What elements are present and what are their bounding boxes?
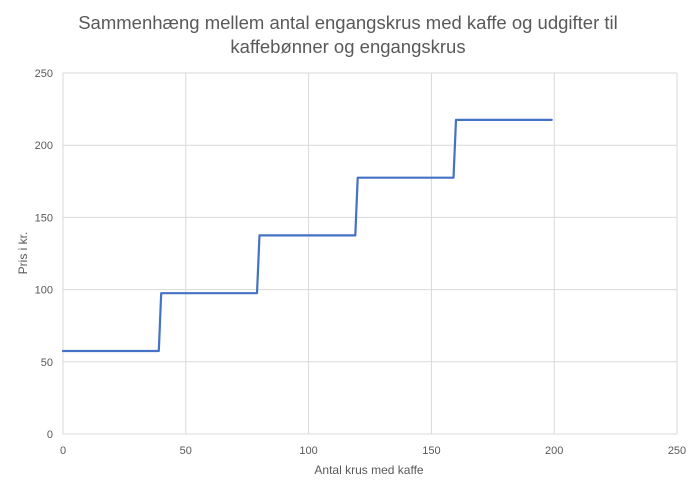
y-tick-label: 100	[35, 285, 53, 297]
y-tick-label: 150	[35, 212, 53, 224]
series-lines	[61, 118, 553, 353]
chart-title-line-1: Sammenhæng mellem antal engangskrus med …	[78, 12, 618, 33]
x-tick-label: 200	[545, 445, 563, 457]
y-tick-label: 250	[35, 68, 53, 80]
x-tick-label: 250	[668, 445, 686, 457]
x-tick-label: 150	[422, 445, 440, 457]
x-tick-label: 0	[60, 445, 66, 457]
x-axis-title: Antal krus med kaffe	[314, 463, 423, 477]
y-axis-title: Pris i kr.	[16, 232, 30, 275]
y-tick-label: 200	[35, 140, 53, 152]
y-tick-label: 0	[47, 429, 53, 441]
chart-title-line-2: kaffebønner og engangskrus	[230, 36, 465, 57]
y-tick-label: 50	[41, 357, 53, 369]
x-tick-label: 50	[180, 445, 192, 457]
tick-labels: 0 50 100 150 200 250 0 50 100 150 200 250	[35, 68, 687, 457]
x-tick-label: 100	[299, 445, 317, 457]
gridlines	[62, 72, 678, 435]
series-line-1	[61, 118, 553, 353]
